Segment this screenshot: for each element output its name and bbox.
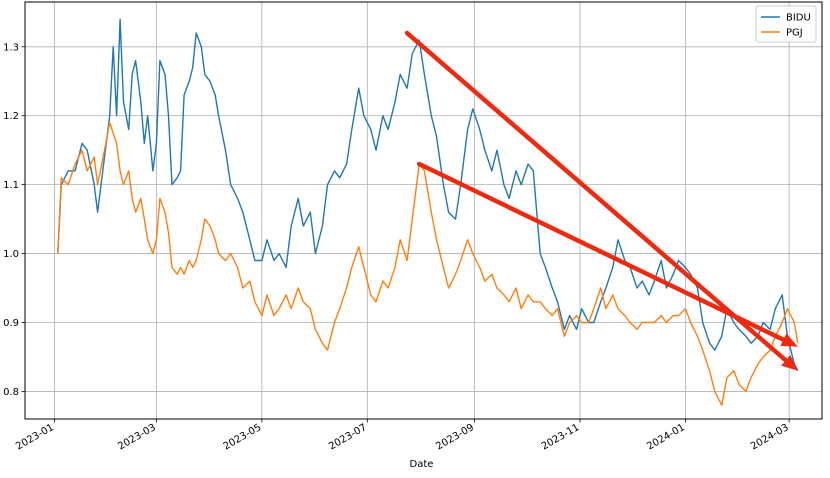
y-tick-label: 1.2 xyxy=(3,111,19,122)
annotation-arrow-shaft xyxy=(404,30,788,363)
y-tick-label: 0.9 xyxy=(3,318,19,329)
x-axis-label: Date xyxy=(410,459,434,470)
legend-box xyxy=(755,5,817,43)
annotation-arrow-head xyxy=(781,355,798,371)
series-line-bidu xyxy=(57,18,799,372)
y-tick-label: 1.3 xyxy=(3,42,19,53)
annotation-arrow-shaft xyxy=(416,161,786,342)
legend-label: BIDU xyxy=(786,13,811,24)
y-tick-label: 1.1 xyxy=(3,180,19,191)
plot-frame xyxy=(24,1,823,420)
y-tick-label: 0.8 xyxy=(3,387,19,398)
annotation-arrows xyxy=(404,30,798,371)
series-line-pgj xyxy=(57,121,799,406)
legend-label: PGJ xyxy=(786,28,803,39)
y-axis: 0.8 0.9 1.0 1.1 1.2 1.3 xyxy=(3,42,25,398)
annotation-arrow-head xyxy=(780,333,798,347)
series-lines xyxy=(57,18,799,406)
y-tick-label: 1.0 xyxy=(3,249,19,260)
legend: BIDU PGJ xyxy=(755,5,817,43)
